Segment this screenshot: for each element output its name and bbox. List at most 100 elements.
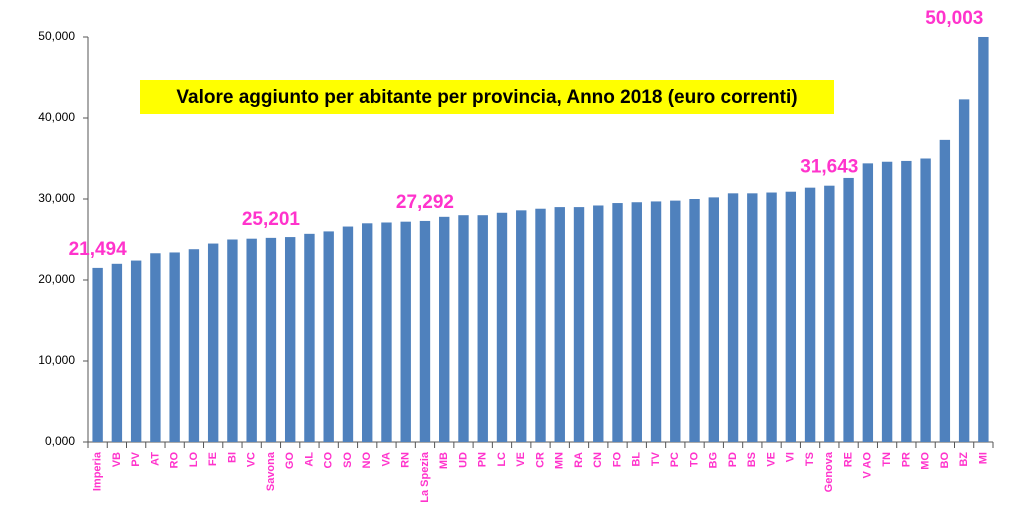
bar [111, 263, 123, 442]
x-tick-label: MI [977, 452, 989, 464]
bar [689, 199, 700, 442]
x-tick-label: MB [438, 452, 450, 469]
bar [573, 207, 585, 442]
bar [284, 237, 296, 442]
bar [458, 215, 469, 442]
bar [747, 193, 758, 442]
y-tick-label: 40,000 [38, 110, 75, 124]
x-tick-label: CO [323, 452, 335, 469]
x-tick-label: TS [804, 452, 816, 466]
bar [381, 222, 392, 442]
bar [304, 233, 315, 442]
bar [265, 237, 277, 442]
bar [708, 197, 719, 442]
bar [670, 200, 681, 442]
bar [130, 260, 142, 442]
x-tick-label: RA [573, 452, 585, 468]
value-label: 50,003 [925, 8, 983, 29]
value-label: 27,292 [396, 192, 454, 213]
x-tick-label: LC [496, 452, 508, 467]
value-label: 31,643 [800, 157, 858, 178]
bar [862, 163, 874, 443]
bar [207, 243, 219, 442]
bar [150, 253, 161, 442]
bar [978, 36, 989, 442]
x-tick-label: CN [592, 452, 604, 468]
x-tick-label: TO [688, 452, 700, 468]
bar [362, 223, 373, 442]
x-tick-label: Savona [265, 451, 277, 491]
bar [939, 139, 951, 442]
bar [650, 201, 662, 442]
bar [535, 208, 546, 442]
chart-title: Valore aggiunto per abitante per provinc… [176, 87, 797, 108]
x-tick-label: MO [920, 452, 932, 470]
bar [824, 185, 835, 442]
bar [631, 202, 642, 442]
bar [901, 160, 912, 442]
x-tick-label: NO [361, 452, 373, 469]
bar [246, 238, 257, 442]
x-tick-label: RN [400, 452, 412, 468]
value-label: 21,494 [69, 239, 128, 260]
bar [612, 203, 623, 442]
x-tick-label: UD [457, 452, 469, 468]
x-tick-label: AL [303, 452, 315, 467]
x-tick-label: SO [342, 452, 354, 468]
y-tick-label: 10,000 [38, 353, 75, 367]
bar [766, 192, 777, 442]
y-tick-label: 0,000 [45, 434, 75, 448]
x-tick-label: AT [149, 452, 161, 466]
x-tick-label: LO [188, 452, 200, 468]
x-tick-label: BG [708, 452, 720, 469]
bar [785, 191, 797, 442]
x-tick-label: FE [207, 452, 219, 466]
x-tick-label: BL [631, 452, 643, 467]
x-tick-label: PR [900, 452, 912, 467]
bar [169, 252, 180, 442]
title-box [140, 80, 834, 114]
x-tick-label: La Spezia [419, 451, 431, 503]
bar [958, 99, 970, 443]
bar [554, 207, 565, 442]
bar [419, 220, 431, 442]
bar [188, 249, 200, 442]
bar [516, 210, 527, 442]
x-tick-label: PC [669, 452, 681, 467]
bar [804, 187, 816, 442]
bar [920, 158, 931, 442]
x-tick-label: V AO [862, 452, 874, 479]
x-tick-label: CR [534, 452, 546, 468]
bar [593, 205, 604, 442]
x-tick-label: BI [226, 452, 238, 463]
y-tick-label: 30,000 [38, 191, 75, 205]
x-tick-label: PD [727, 452, 739, 467]
bar [881, 161, 893, 443]
x-tick-label: MN [554, 452, 566, 469]
y-tick-label: 20,000 [38, 272, 75, 286]
x-tick-label: BO [939, 452, 951, 469]
x-tick-label: VC [246, 452, 258, 467]
x-tick-label: Imperia [92, 451, 104, 491]
bar [92, 267, 103, 442]
bar [843, 177, 854, 442]
x-tick-label: RE [842, 452, 854, 467]
bar [400, 221, 411, 442]
value-label: 25,201 [242, 209, 301, 230]
x-tick-label: PV [130, 451, 142, 466]
x-tick-label: PN [477, 452, 489, 467]
x-tick-label: VI [785, 452, 797, 462]
bar [477, 215, 488, 442]
bar [439, 216, 450, 442]
x-tick-label: VE [765, 452, 777, 467]
x-tick-label: GO [284, 452, 296, 470]
x-tick-label: Genova [823, 451, 835, 492]
x-tick-label: RO [169, 452, 181, 469]
bar [227, 239, 238, 442]
x-tick-label: VA [380, 452, 392, 467]
y-tick-label: 50,000 [38, 29, 75, 43]
bar [727, 193, 739, 442]
x-tick-label: VB [111, 452, 123, 467]
x-tick-label: BZ [958, 452, 970, 467]
